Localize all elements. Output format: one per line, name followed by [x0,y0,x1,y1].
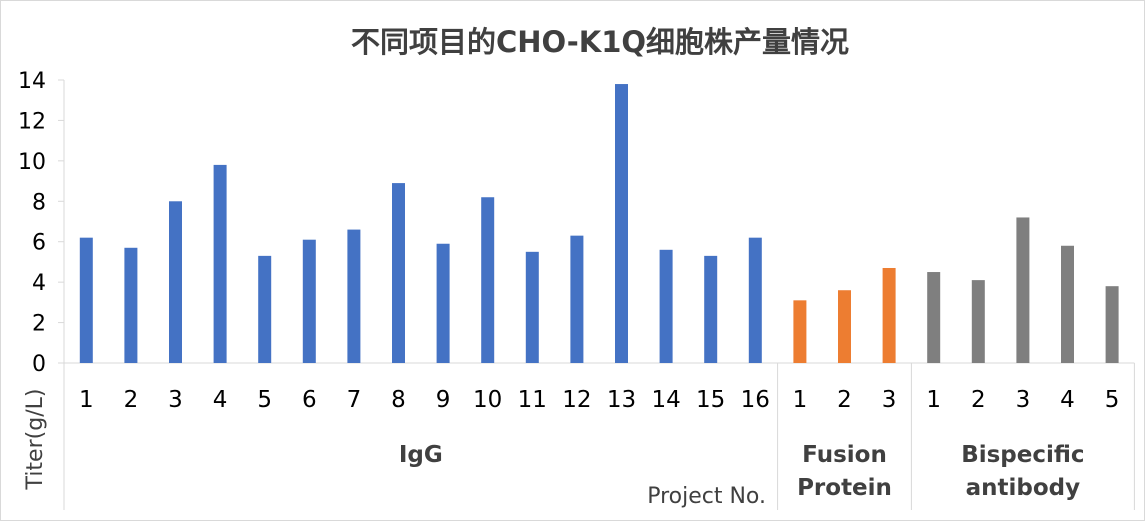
bar [302,239,316,363]
bar [169,201,182,363]
x-tick-label: 1 [79,387,94,413]
group-label-line: antibody [966,475,1081,501]
bar [392,183,405,363]
bar [838,290,851,363]
x-tick-label: 5 [257,387,272,413]
bar [570,235,584,363]
bar [659,249,673,363]
x-tick-label: 1 [793,387,808,413]
bar [704,255,718,363]
bar [615,84,628,364]
y-tick-label: 2 [32,312,46,337]
bar [481,197,495,363]
group-label: IgG [399,442,443,468]
y-tick-label: 6 [32,231,46,256]
x-tick-label: 2 [124,387,139,413]
x-tick-label: 11 [518,387,547,413]
bar [258,255,272,363]
x-tick-label: 3 [1016,387,1031,413]
bar [971,280,985,363]
y-tick-label: 0 [32,352,46,377]
y-tick-label: 10 [18,150,46,175]
group-label-line: Protein [797,475,892,501]
x-tick-label: 14 [651,387,680,413]
y-tick-label: 4 [32,271,46,296]
x-tick-label: 9 [436,387,451,413]
x-tick-label: 1 [926,387,941,413]
x-tick-label: 10 [473,387,502,413]
bar [525,251,539,363]
bar [124,247,138,363]
bar [1105,286,1119,363]
bar [347,229,361,363]
x-tick-label: 16 [741,387,770,413]
bar [927,272,941,363]
y-tick-label: 8 [32,190,46,215]
bar [1061,245,1074,363]
bar [793,300,807,363]
bar [882,267,896,363]
x-tick-label: 3 [168,387,183,413]
x-tick-label: 2 [837,387,852,413]
y-tick-label: 14 [18,69,46,94]
group-label-line: Bispecific [961,442,1084,468]
x-tick-label: 4 [213,387,228,413]
x-tick-label: 3 [882,387,897,413]
x-tick-label: 13 [607,387,636,413]
x-tick-label: 15 [696,387,725,413]
y-axis-label: Titer(g/L) [23,389,48,491]
x-tick-label: 12 [562,387,591,413]
group-label-line: Fusion [802,442,887,468]
x-tick-label: 6 [302,387,317,413]
group-label: Fusion Protein [797,442,892,501]
bar [436,243,450,363]
x-tick-label: 2 [971,387,986,413]
x-axis-label: Project No. [647,484,766,509]
bar [748,237,762,363]
group-label: Bispecific antibody [961,442,1084,501]
x-tick-label: 4 [1060,387,1075,413]
chart-title: 不同项目的CHO-K1Q细胞株产量情况 [351,25,849,59]
y-tick-label: 12 [18,109,46,134]
bar [213,164,227,363]
bar [1016,217,1030,363]
x-tick-label: 8 [391,387,406,413]
bar [79,237,93,363]
x-tick-label: 5 [1105,387,1120,413]
x-tick-label: 7 [347,387,362,413]
